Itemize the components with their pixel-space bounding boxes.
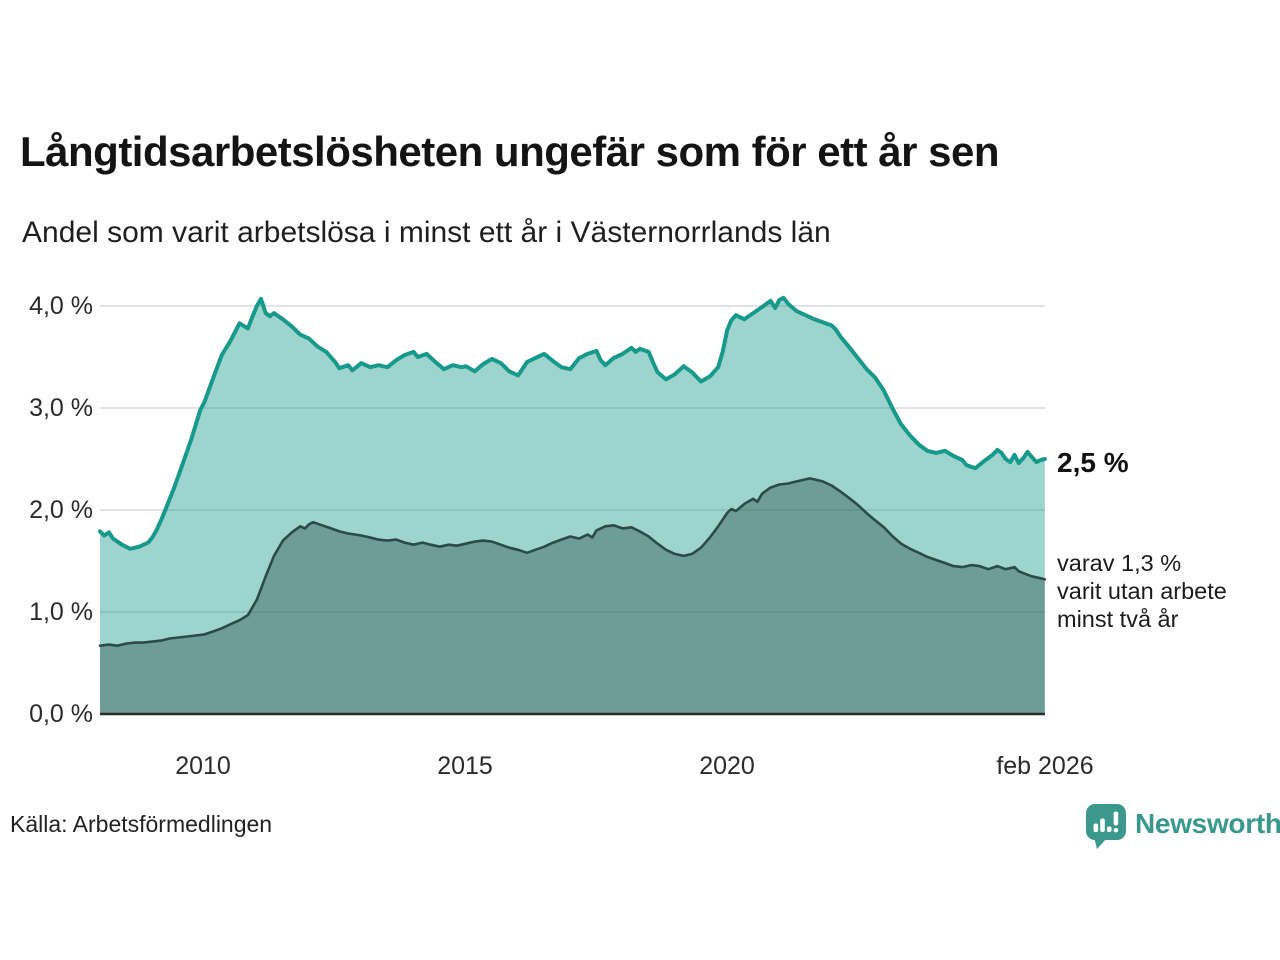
- x-axis-tick-label: 2015: [437, 752, 493, 780]
- x-axis-tick-label: 2010: [175, 752, 231, 780]
- series-area-1yr: [100, 297, 1045, 714]
- newsworthy-logo-text: Newsworthy: [1135, 808, 1280, 839]
- newsworthy-logo-icon: [1086, 803, 1126, 849]
- y-axis-tick-label: 2,0 %: [29, 496, 93, 524]
- series-line-2yr: [98, 477, 1047, 647]
- y-axis-tick-label: 0,0 %: [29, 700, 93, 728]
- page-subtitle: Andel som varit arbetslösa i minst ett å…: [22, 216, 831, 249]
- series-note: varav 1,3 % varit utan arbete minst två …: [1057, 549, 1227, 633]
- series-area-2yr: [100, 478, 1045, 714]
- y-axis-tick-label: 4,0 %: [29, 292, 93, 320]
- page-title: Långtidsarbetslösheten ungefär som för e…: [20, 128, 1000, 175]
- series-line-1yr: [98, 295, 1047, 551]
- y-axis-tick-label: 3,0 %: [29, 394, 93, 422]
- y-axis-tick-label: 1,0 %: [29, 598, 93, 626]
- x-axis-tick-label: feb 2026: [996, 752, 1094, 780]
- series-note-line: minst två år: [1057, 606, 1179, 632]
- x-axis-tick-label: 2020: [699, 752, 755, 780]
- series-note-line: varit utan arbete: [1057, 578, 1227, 604]
- series-end-value-label: 2,5 %: [1057, 447, 1129, 478]
- series-note-line: varav 1,3 %: [1057, 550, 1182, 576]
- newsworthy-logo: Newsworthy: [1086, 803, 1280, 849]
- source-text: Källa: Arbetsförmedlingen: [10, 811, 273, 837]
